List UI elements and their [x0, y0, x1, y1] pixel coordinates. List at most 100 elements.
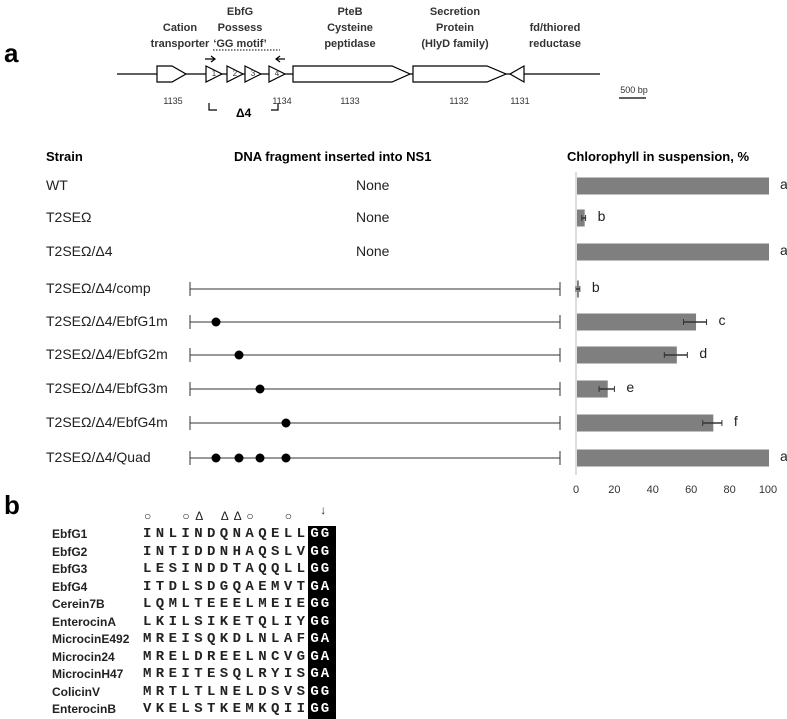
bar — [577, 177, 769, 195]
significance-letter: b — [597, 208, 606, 224]
sequence-name: EnterocinB — [52, 702, 117, 716]
deletion-bracket-right — [271, 103, 279, 111]
circle-marker: ○ — [182, 509, 190, 523]
sequence-name: Microcin24 — [52, 649, 115, 664]
significance-letter: e — [626, 379, 635, 395]
gene-label-line: peptidase — [324, 38, 376, 50]
mutation-dot — [234, 453, 244, 463]
x-tick-label: 40 — [646, 484, 659, 496]
triangle-marker: Δ — [220, 509, 229, 523]
mutation-dot — [211, 453, 221, 463]
sequence: LQMLTEEELMEIE — [143, 596, 310, 612]
significance-letter: a — [780, 448, 787, 464]
strain-label: T2SEΩ/Δ4/EbfG1m — [46, 313, 168, 329]
ebfg1-gene — [205, 65, 224, 83]
significance-letter: a — [780, 242, 787, 258]
gene-1135 — [156, 65, 188, 83]
gene-1133 — [292, 65, 412, 83]
chart-title: Chlorophyll in suspension, % — [567, 149, 750, 164]
bar — [577, 209, 585, 227]
ebfg-number: 1 — [211, 69, 217, 78]
mutation-dot — [255, 453, 265, 463]
circle-marker: ○ — [246, 509, 254, 523]
mutation-dot — [281, 418, 291, 428]
gg-motif: GG — [308, 683, 336, 701]
x-tick-label: 60 — [685, 484, 698, 496]
significance-letter: b — [591, 279, 600, 295]
gene-label-line: fd/thiored — [529, 22, 581, 34]
triangle-marker: Δ — [233, 509, 242, 523]
sequence-name: EbfG4 — [52, 579, 88, 594]
strain-label: T2SEΩ/Δ4/Quad — [46, 449, 151, 465]
sequence: LKILSIKETQLIY — [143, 613, 310, 630]
significance-letter: a — [780, 176, 787, 192]
gg-motif: GA — [308, 648, 336, 666]
deletion-bracket-left — [208, 103, 217, 111]
gene-label-line: (HlyD family) — [421, 38, 489, 50]
sequence: MRTLTLNELDSVS — [143, 683, 310, 700]
fragment-none: None — [356, 243, 390, 259]
gene-label: Cation transporter — [135, 20, 225, 52]
sequence-name: Cerein7B — [52, 597, 105, 611]
triangle-marker: Δ — [195, 509, 204, 523]
sequence-name: MicrocinE492 — [52, 632, 130, 646]
gene-number: 1131 — [510, 96, 530, 106]
gg-motif: GA — [308, 666, 336, 684]
ebfg-number: 3 — [250, 69, 256, 78]
strain-label: T2SEΩ/Δ4/EbfG3m — [46, 380, 168, 396]
sequence-name: EbfG3 — [52, 562, 88, 576]
gene-number: 1132 — [449, 96, 469, 106]
strain-label: T2SEΩ/Δ4/EbfG2m — [46, 346, 168, 362]
sequence: MREISQKDLNLAF — [143, 631, 310, 647]
gene-label-line: Possess — [217, 22, 263, 34]
deletion-label: Δ4 — [236, 106, 252, 120]
gene-number: 1133 — [340, 96, 360, 106]
ebfg2-gene — [226, 65, 245, 83]
strain-label: WT — [46, 177, 68, 193]
mutation-dot — [255, 384, 265, 394]
gg-motif: GG — [308, 613, 336, 631]
x-tick-label: 80 — [723, 484, 736, 496]
bar — [577, 380, 608, 398]
gg-motif: GG — [308, 561, 336, 579]
fragment-none: None — [356, 209, 390, 225]
sequence: MRELDREELNCVG — [143, 648, 310, 665]
gene-number: 1134 — [272, 96, 292, 106]
gene-label: EbfG Possess ‘GG motif’ — [195, 4, 285, 52]
cleavage-arrow-icon: ↓ — [320, 503, 327, 517]
sequence: LESINDDTAQQLL — [143, 561, 310, 577]
sequence: INLINDQNAQELL — [143, 526, 310, 542]
fragment-none: None — [356, 177, 390, 193]
mutation-dot — [281, 453, 291, 463]
forward-primer-arrow — [205, 55, 216, 63]
gene-label-line: Cysteine — [327, 22, 373, 34]
sequence: VKELSTKEMKQII — [143, 701, 310, 717]
bar — [577, 313, 697, 331]
gene-label-line: Protein — [436, 22, 474, 34]
bar — [577, 414, 714, 432]
strain-label: T2SEΩ/Δ4/comp — [46, 280, 151, 296]
gene-label: PteB Cysteine peptidase — [305, 4, 395, 52]
gg-motif: GG — [308, 701, 336, 719]
sequence: MREITESQLRYIS — [143, 666, 310, 682]
bar — [577, 449, 769, 467]
gene-1131 — [508, 64, 525, 84]
strain-header: Strain — [46, 149, 83, 164]
x-tick-label: 100 — [758, 484, 778, 496]
bar — [577, 280, 579, 298]
circle-marker: ○ — [144, 509, 152, 523]
significance-letter: c — [718, 312, 726, 328]
gene-label-line: Secretion — [429, 6, 481, 18]
gene-label-line: EbfG — [226, 6, 254, 18]
scale-bar-label: 500 bp — [620, 85, 648, 95]
panel-b-label: b — [4, 490, 20, 520]
ebfg3-gene — [244, 65, 263, 83]
gene-label-line: PteB — [337, 6, 363, 18]
sequence: INTIDDNHAQSLV — [143, 543, 310, 560]
sequence: ITDLSDGQAEMVT — [143, 578, 310, 595]
gene-1132 — [412, 65, 508, 83]
sequence-name: MicrocinH47 — [52, 667, 124, 681]
gene-label-line: ‘GG motif’ — [213, 38, 267, 50]
sequence-name: ColicinV — [52, 684, 101, 699]
sequence-name: EnterocinA — [52, 614, 117, 629]
